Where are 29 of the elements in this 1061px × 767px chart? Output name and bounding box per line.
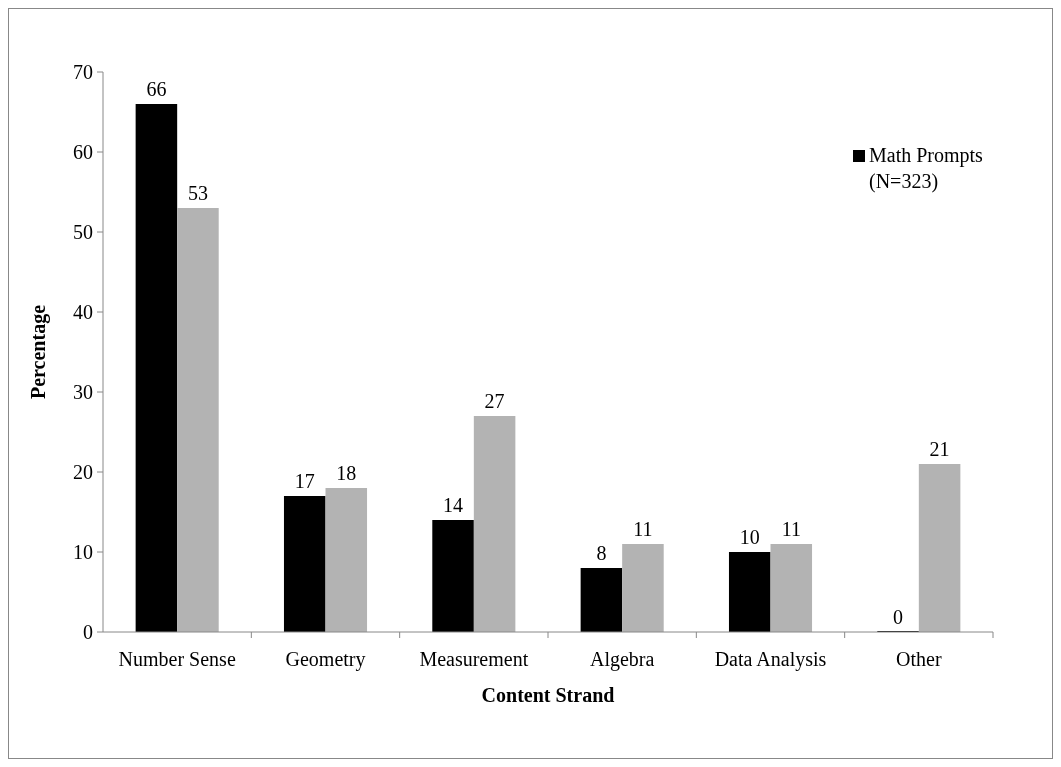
y-tick-label: 20 — [73, 461, 93, 483]
data-label: 66 — [146, 78, 167, 100]
data-label: 21 — [929, 438, 950, 460]
data-label: 11 — [633, 518, 653, 540]
x-tick-label: Other — [896, 648, 942, 670]
y-tick-label: 60 — [73, 141, 93, 163]
x-tick-label: Geometry — [285, 648, 366, 671]
data-label: 8 — [596, 542, 607, 564]
x-axis-title: Content Strand — [481, 684, 615, 706]
data-label: 11 — [781, 518, 801, 540]
y-tick-label: 10 — [73, 541, 93, 563]
x-tick-label: Number Sense — [118, 648, 236, 670]
y-tick-label: 0 — [83, 621, 93, 643]
data-label: 10 — [739, 526, 760, 548]
y-tick-label: 50 — [73, 221, 93, 243]
x-tick-label: Data Analysis — [714, 648, 827, 671]
data-label: 53 — [187, 182, 208, 204]
data-label: 0 — [893, 606, 904, 628]
y-tick-label: 30 — [73, 381, 93, 403]
x-tick-label: Measurement — [419, 648, 529, 670]
data-label: 27 — [484, 390, 505, 412]
x-tick-label: Algebra — [589, 648, 655, 671]
data-label: 18 — [336, 462, 357, 484]
y-tick-label: 70 — [73, 61, 93, 83]
data-label: 17 — [294, 470, 315, 492]
legend-label: Math Prompts (N=323) — [869, 144, 984, 193]
y-tick-label: 40 — [73, 301, 93, 323]
data-label: 14 — [443, 494, 464, 516]
y-axis-title: Percentage — [27, 304, 50, 400]
